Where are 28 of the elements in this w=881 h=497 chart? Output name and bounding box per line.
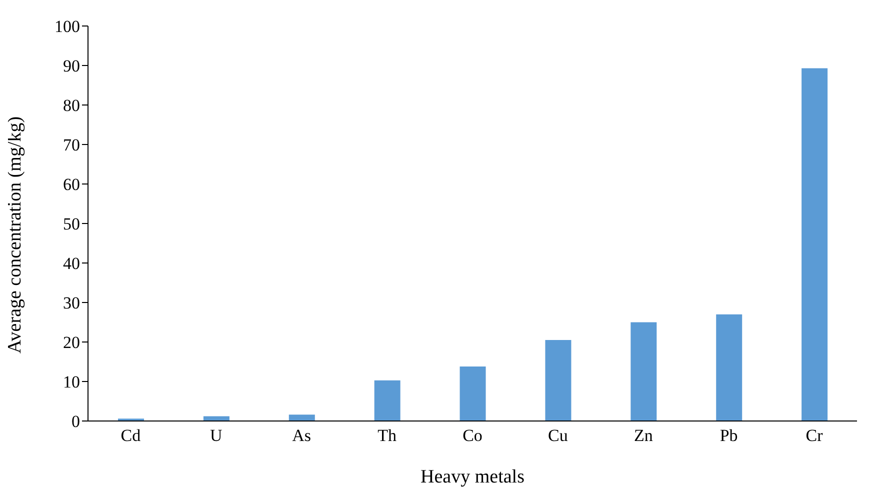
- y-tick-label: 10: [63, 372, 80, 392]
- x-tick-label: Pb: [720, 426, 738, 446]
- bar: [716, 314, 742, 421]
- x-tick-label: Cu: [548, 426, 568, 446]
- x-tick-label: Th: [378, 426, 397, 446]
- y-tick-label: 40: [63, 254, 80, 274]
- y-tick-label: 100: [54, 17, 80, 36]
- bar: [460, 366, 486, 421]
- y-tick-label: 30: [63, 294, 80, 313]
- x-axis-title: Heavy metals: [420, 466, 524, 488]
- y-tick-label: 50: [63, 214, 80, 234]
- x-tick-label: Co: [462, 426, 482, 446]
- x-tick-label: Zn: [634, 426, 654, 446]
- bar: [374, 380, 400, 421]
- y-tick-label: 20: [63, 333, 80, 352]
- y-tick-label: 60: [63, 175, 80, 194]
- bar: [288, 414, 315, 421]
- x-tick-label: U: [210, 426, 222, 446]
- y-tick-label: 70: [63, 136, 80, 155]
- y-tick-label: 80: [63, 96, 80, 116]
- bar: [545, 340, 572, 421]
- bar: [630, 322, 657, 421]
- y-tick-label: 0: [72, 412, 80, 432]
- x-tick-label: Cr: [806, 426, 824, 446]
- x-tick-label: As: [292, 426, 312, 446]
- x-tick-label: Cd: [120, 426, 142, 446]
- bar: [802, 68, 828, 421]
- y-tick-label: 90: [63, 56, 80, 76]
